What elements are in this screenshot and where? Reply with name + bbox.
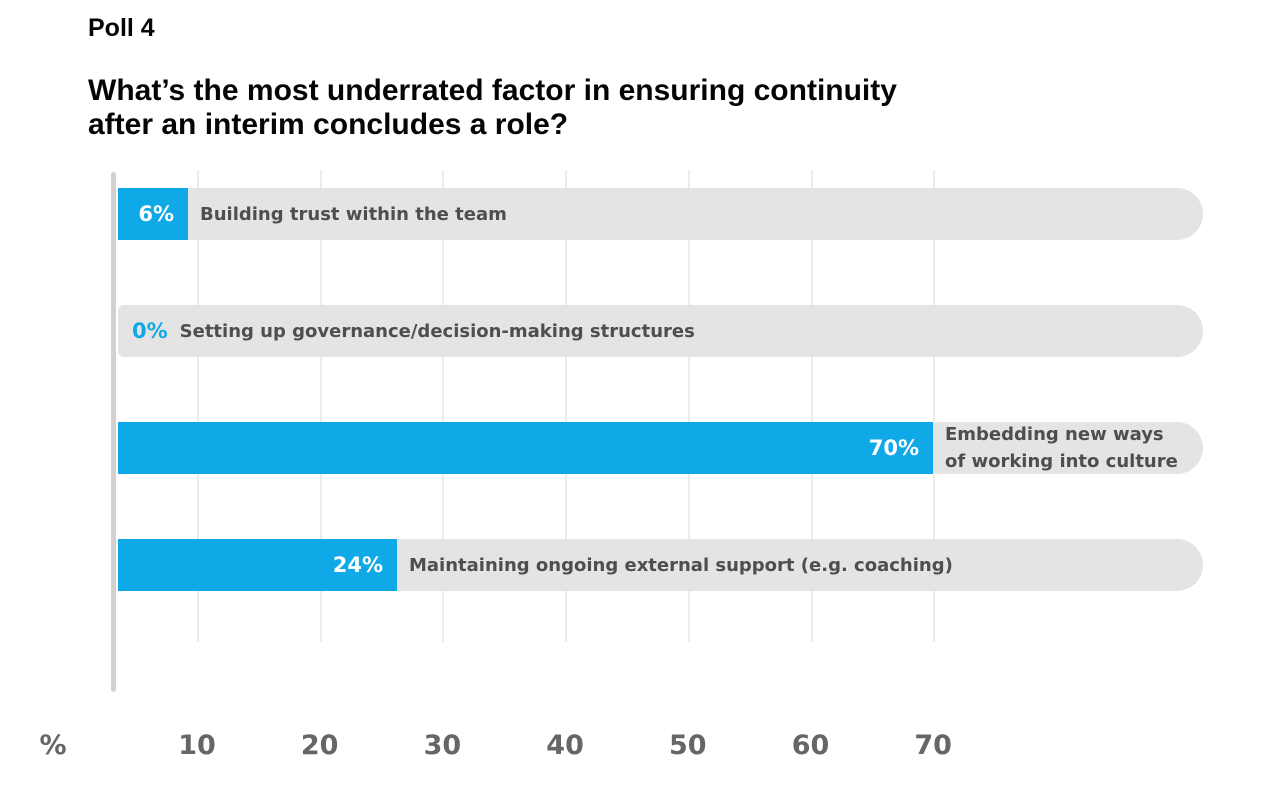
x-axis-tick-label: 20 [300, 730, 339, 761]
question-line-2: after an interim concludes a role? [88, 108, 569, 141]
gridline [442, 170, 445, 642]
bar-fill: 6% [118, 188, 188, 240]
bar-value-label: 0% [132, 319, 168, 343]
bar-row: 24% Maintaining ongoing external support … [118, 539, 1203, 591]
bar-row: 6% Building trust within the team [118, 188, 1203, 240]
x-axis-unit-label: % [39, 730, 67, 761]
bar-value-label: 70% [868, 436, 919, 460]
gridline [565, 170, 568, 642]
gridline [687, 170, 690, 642]
x-axis: % 10 20 30 40 50 60 70 [0, 730, 1280, 770]
x-axis-tick-label: 50 [669, 730, 707, 761]
bar-fill: 24% [118, 539, 397, 591]
question-line-1: What’s the most underrated factor in ens… [88, 74, 897, 107]
bar-row: 0% Setting up governance/decision-making … [118, 305, 1203, 357]
x-axis-tick-label: 30 [423, 730, 462, 761]
gridline [933, 170, 936, 642]
bar-fill: 70% [118, 422, 933, 474]
y-axis-line [111, 172, 116, 692]
poll-number-label: Poll 4 [88, 14, 155, 42]
bar-category-label: Maintaining ongoing external support (e.… [409, 554, 953, 576]
x-axis-tick-label: 10 [178, 730, 216, 761]
x-axis-tick-label: 70 [914, 730, 952, 761]
bar-category-label: Building trust within the team [200, 203, 507, 225]
x-axis-tick-label: 60 [791, 730, 830, 761]
gridline [319, 170, 322, 642]
bar-row: 70% Embedding new ways of working into cu… [118, 422, 1203, 474]
bar-value-label: 6% [138, 202, 174, 226]
bar-value-label: 24% [332, 553, 383, 577]
x-axis-tick-label: 40 [546, 730, 584, 761]
bar-category-label: Embedding new ways of working into cultu… [945, 424, 1178, 472]
bar-category-label: Setting up governance/decision-making st… [179, 320, 695, 342]
gridline [197, 170, 199, 642]
gridline [810, 170, 813, 642]
poll-question: What’s the most underrated factor in ens… [88, 74, 897, 142]
